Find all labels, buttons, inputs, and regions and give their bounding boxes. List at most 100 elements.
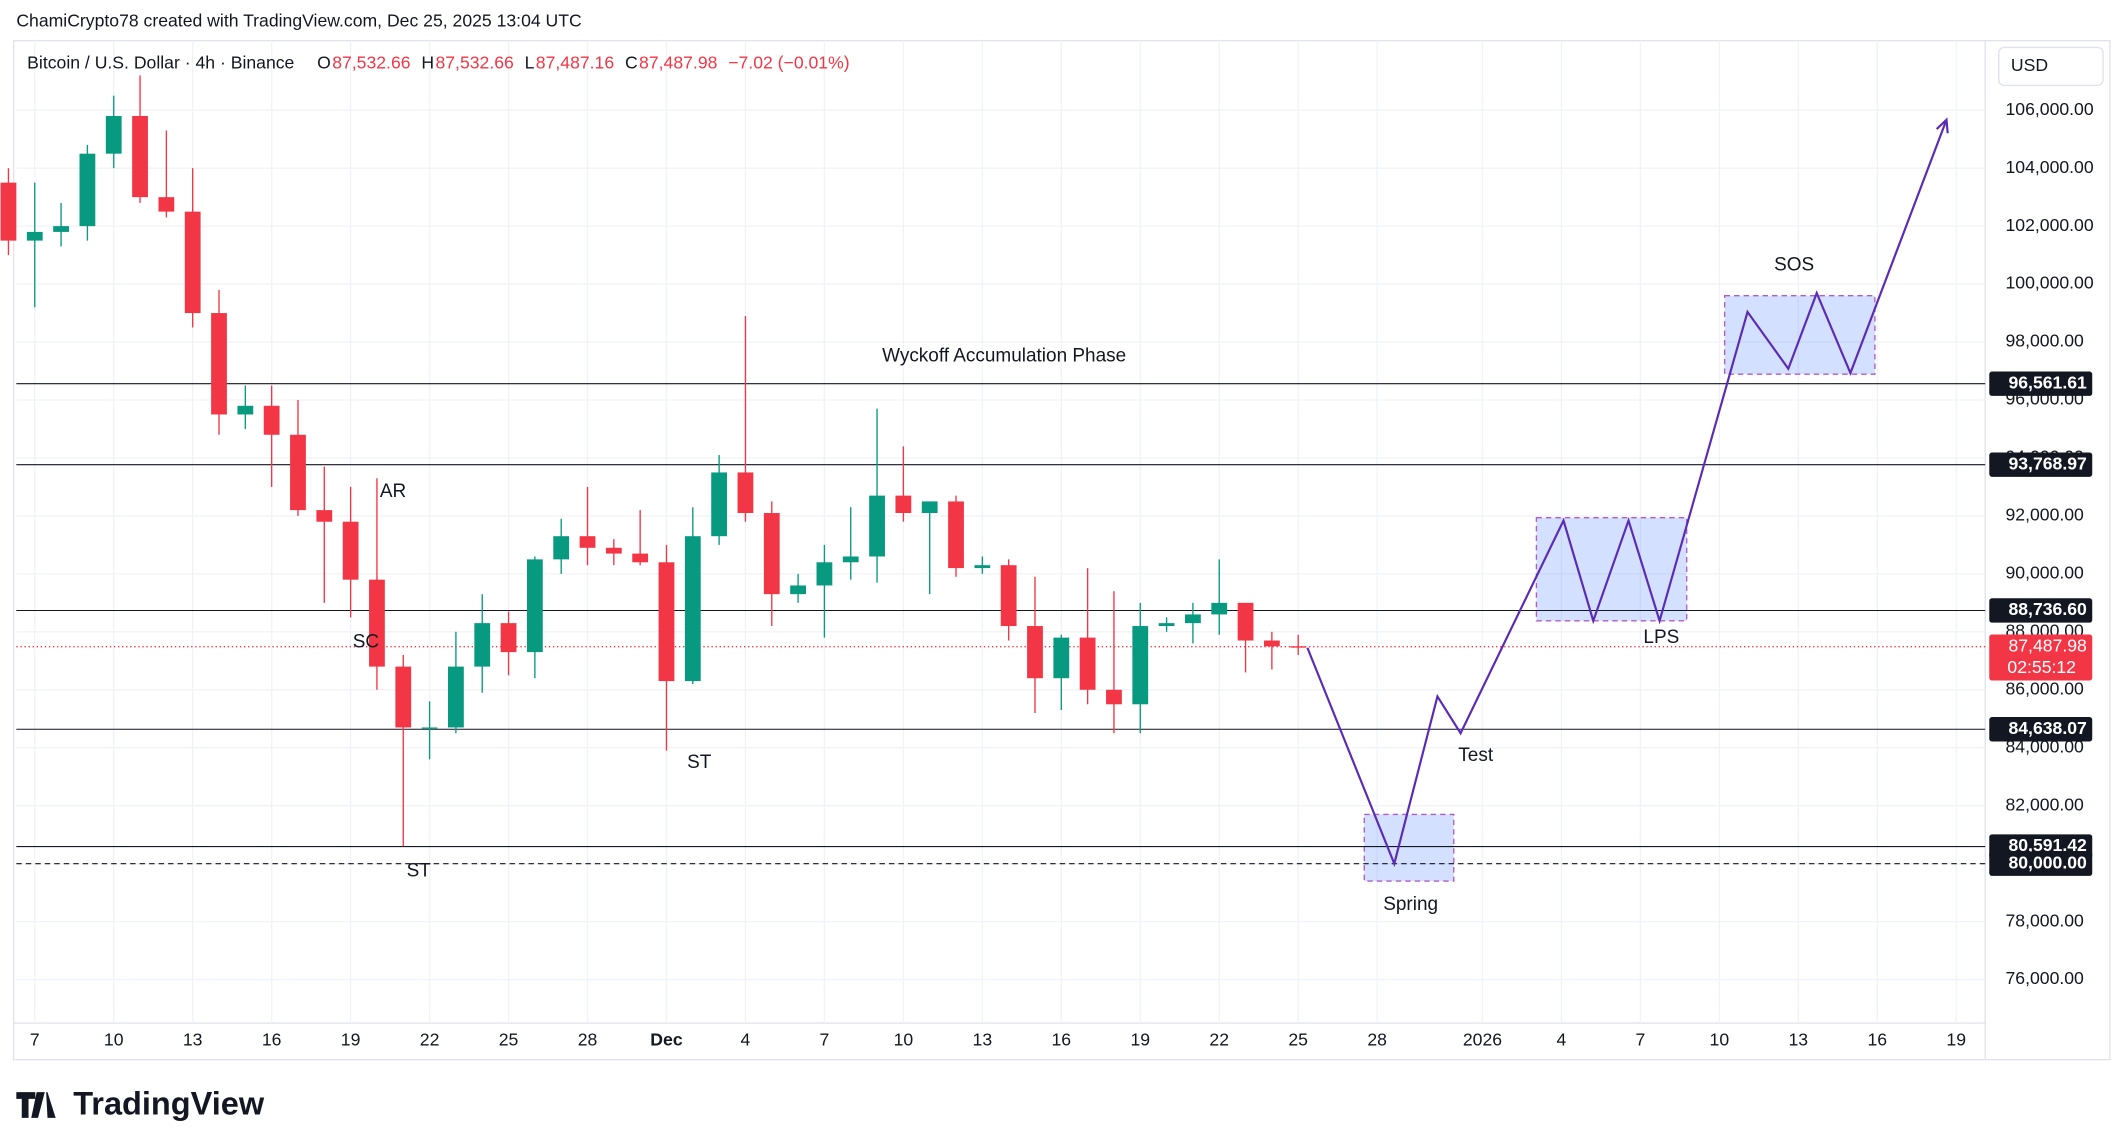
candle-body xyxy=(632,553,649,563)
credit: ChamiCrypto78 created with TradingView.c… xyxy=(16,10,582,30)
candle-body xyxy=(0,182,17,241)
y-tick-label: 106,000.00 xyxy=(2006,99,2094,119)
x-tick-label: 16 xyxy=(1052,1029,1072,1049)
level-label: 80,000.00 xyxy=(2008,852,2087,872)
y-tick-label: 102,000.00 xyxy=(2006,215,2094,235)
countdown: 02:55:12 xyxy=(2007,657,2076,677)
candle-body xyxy=(579,536,596,548)
x-tick-label: 19 xyxy=(1946,1029,1966,1049)
candle-body xyxy=(684,536,701,682)
candle-body xyxy=(1000,565,1017,627)
x-tick-label: 13 xyxy=(1789,1029,1809,1049)
currency[interactable]: USD xyxy=(2011,55,2048,75)
x-tick-label: 10 xyxy=(1710,1029,1730,1049)
candle-body xyxy=(737,472,754,514)
candle-body xyxy=(1053,637,1070,679)
ohlc-key: L xyxy=(525,52,535,72)
currency-box[interactable] xyxy=(1998,46,2104,87)
level-label-box xyxy=(1989,371,2093,396)
candle-body xyxy=(53,226,69,232)
x-tick-label: 13 xyxy=(183,1029,203,1049)
x-tick-label: 22 xyxy=(1209,1029,1229,1049)
candle-body xyxy=(921,501,938,514)
annotation: SOS xyxy=(1774,255,1814,276)
candle-body xyxy=(474,623,491,667)
candle-body xyxy=(105,115,122,154)
y-tick-label: 104,000.00 xyxy=(2006,157,2094,177)
plot: 76,000.0078,000.0080,000.0082,000.0084,0… xyxy=(0,40,2094,1049)
x-tick-label: 7 xyxy=(30,1029,40,1049)
candle-body xyxy=(842,556,859,563)
x-tick-label: 16 xyxy=(262,1029,282,1049)
ohlc-key: H xyxy=(421,52,434,72)
x-tick-label: 22 xyxy=(420,1029,440,1049)
candle-body xyxy=(526,559,543,653)
candle-body xyxy=(816,562,833,586)
candle-body xyxy=(26,231,43,241)
projection-path xyxy=(1306,119,1948,868)
candle-body xyxy=(1079,637,1096,690)
candle-body xyxy=(211,313,227,415)
x-tick-label: 10 xyxy=(894,1029,914,1049)
annotation: Test xyxy=(1458,745,1494,766)
y-tick-label: 98,000.00 xyxy=(2006,331,2085,351)
ohlc-value: 87,487.16 xyxy=(536,52,615,72)
x-tick-label: 19 xyxy=(1130,1029,1150,1049)
ohlc-value: 87,532.66 xyxy=(332,52,411,72)
x-tick-label: 7 xyxy=(820,1029,830,1049)
y-tick-label: 92,000.00 xyxy=(2006,505,2085,525)
candle-body xyxy=(316,510,333,522)
candle-body xyxy=(184,211,201,314)
candle-body xyxy=(1237,602,1254,641)
y-tick-label: 78,000.00 xyxy=(2006,910,2085,930)
logo-icon xyxy=(16,1092,56,1118)
x-tick-label: 19 xyxy=(341,1029,361,1049)
annotation: SC xyxy=(353,631,379,652)
candle-body xyxy=(1185,614,1201,624)
candle-body xyxy=(948,501,964,569)
logo: TradingView xyxy=(16,1085,265,1121)
candle-body xyxy=(711,472,728,537)
candle-body xyxy=(290,434,306,511)
annotation: AR xyxy=(380,481,406,502)
x-tick-label: 25 xyxy=(1288,1029,1308,1049)
candle-body xyxy=(421,727,438,729)
candle-body xyxy=(895,495,912,514)
candle-body xyxy=(790,585,806,595)
x-tick-label: 28 xyxy=(578,1029,598,1049)
level-label: 93,768.97 xyxy=(2008,453,2087,473)
level-label-box xyxy=(1989,717,2093,742)
zone xyxy=(1723,294,1876,375)
candle-body xyxy=(763,513,780,595)
x-tick-label: 2026 xyxy=(1463,1029,1502,1049)
candle-body xyxy=(1132,626,1149,705)
x-tick-label: 10 xyxy=(104,1029,124,1049)
candle-body xyxy=(237,405,254,415)
candle-body xyxy=(132,115,148,198)
last-price-label: 87,487.98 xyxy=(2008,635,2087,655)
projection-arrow xyxy=(1935,117,1949,134)
legend: Bitcoin / U.S. Dollar · 4h · Binance O 87… xyxy=(27,52,849,72)
candle-body xyxy=(342,521,359,580)
candle-body xyxy=(869,495,885,557)
y-tick-label: 100,000.00 xyxy=(2006,273,2094,293)
x-tick-label: 13 xyxy=(973,1029,993,1049)
x-tick-label: 4 xyxy=(741,1029,751,1049)
x-tick-label: 16 xyxy=(1867,1029,1887,1049)
candle-body xyxy=(263,405,280,435)
annotation: LPS xyxy=(1643,627,1679,648)
candle-body xyxy=(1290,646,1307,648)
candle-body xyxy=(395,666,412,728)
candle-body xyxy=(369,579,385,667)
x-tick-label: 4 xyxy=(1557,1029,1567,1049)
candle-body xyxy=(500,623,517,653)
ohlc-key: C xyxy=(625,52,638,72)
level-label: 84,638.07 xyxy=(2008,718,2087,738)
level-label-box xyxy=(1989,452,2093,477)
candle-body xyxy=(974,565,991,569)
annotation: Wyckoff Accumulation Phase xyxy=(882,345,1126,366)
y-tick-label: 76,000.00 xyxy=(2006,968,2085,988)
